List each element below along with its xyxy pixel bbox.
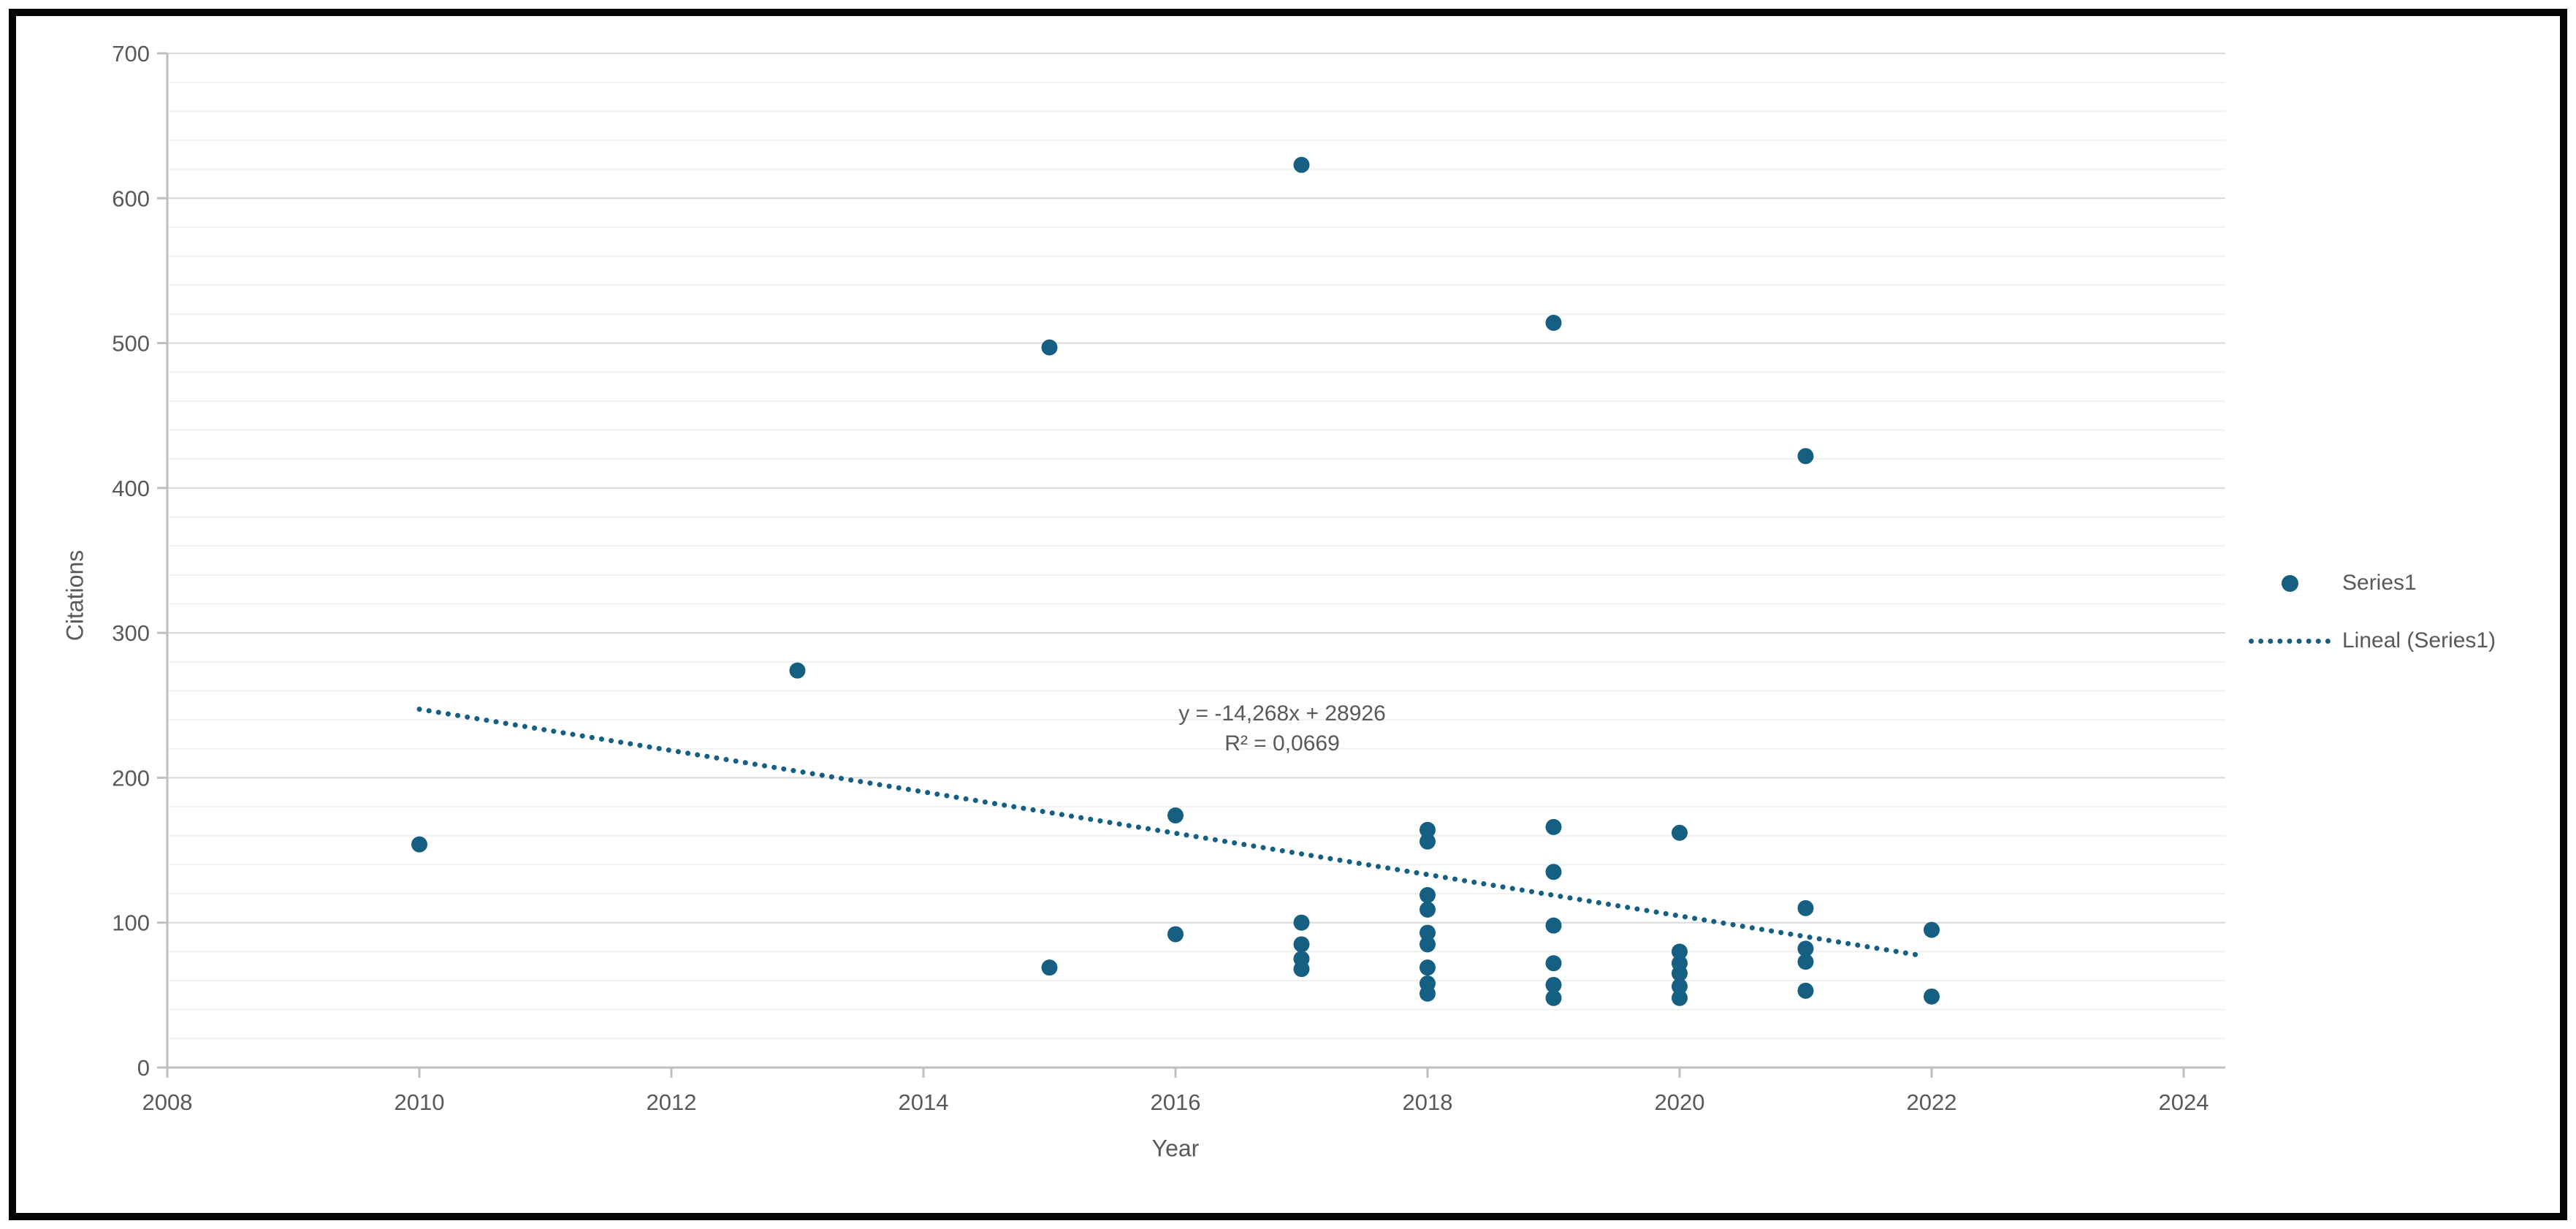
trendline-r-squared-text: R² = 0,0669 — [1224, 731, 1340, 756]
x-tick-label: 2024 — [2159, 1089, 2209, 1115]
trendline-dotted-marker-icon — [2249, 638, 2331, 644]
x-axis-title: Year — [1151, 1135, 1200, 1162]
data-point[interactable] — [1545, 976, 1562, 993]
y-axis-title: Citations — [61, 549, 88, 642]
y-tick-label: 0 — [137, 1055, 150, 1081]
trendline[interactable] — [416, 707, 1922, 958]
data-point[interactable] — [1797, 940, 1814, 957]
x-tick-label: 2012 — [647, 1089, 697, 1115]
data-point[interactable] — [1420, 901, 1436, 918]
y-tick-label: 200 — [112, 765, 150, 791]
y-tick-label: 400 — [112, 476, 150, 501]
data-point[interactable] — [1545, 989, 1562, 1006]
data-point[interactable] — [1924, 921, 1940, 938]
data-point[interactable] — [1545, 864, 1562, 880]
chart-border-frame — [9, 9, 2567, 1220]
data-point[interactable] — [1672, 965, 1688, 982]
data-point[interactable] — [1293, 914, 1310, 931]
x-tick-label: 2008 — [142, 1089, 193, 1115]
data-point[interactable] — [1167, 807, 1184, 823]
data-point[interactable] — [1420, 833, 1436, 850]
data-point[interactable] — [1672, 989, 1688, 1006]
y-tick-label: 300 — [112, 620, 150, 646]
data-point[interactable] — [1293, 936, 1310, 953]
x-tick-label: 2022 — [1907, 1089, 1957, 1115]
data-point[interactable] — [1797, 954, 1814, 970]
data-point[interactable] — [1545, 917, 1562, 934]
data-point[interactable] — [411, 836, 427, 853]
data-point[interactable] — [1420, 959, 1436, 976]
data-point[interactable] — [1293, 156, 1310, 173]
data-point[interactable] — [1041, 959, 1058, 976]
data-point[interactable] — [1672, 978, 1688, 994]
data-point[interactable] — [1167, 926, 1184, 943]
data-point[interactable] — [1041, 339, 1058, 356]
data-point[interactable] — [789, 662, 806, 679]
data-point[interactable] — [1420, 821, 1436, 838]
data-point[interactable] — [1672, 824, 1688, 841]
data-point[interactable] — [1420, 985, 1436, 1002]
x-tick-label: 2016 — [1151, 1089, 1201, 1115]
data-point[interactable] — [1672, 943, 1688, 960]
y-tick-label: 600 — [112, 186, 150, 211]
data-point[interactable] — [1797, 982, 1814, 999]
y-tick-label: 100 — [112, 910, 150, 936]
series1-dot-marker-icon — [2249, 574, 2331, 592]
data-point[interactable] — [1420, 924, 1436, 941]
legend-item-label: Series1 — [2342, 571, 2417, 595]
data-point[interactable] — [1420, 887, 1436, 904]
data-point[interactable] — [1545, 818, 1562, 835]
legend-item-label: Lineal (Series1) — [2342, 628, 2496, 652]
data-point[interactable] — [1293, 961, 1310, 978]
x-tick-label: 2010 — [395, 1089, 445, 1115]
legend-item-trendline[interactable]: Lineal (Series1) — [2249, 627, 2496, 655]
trendline-equation-label[interactable]: y = -14,268x + 28926 R² = 0,0669 — [1063, 699, 1501, 758]
x-tick-label: 2018 — [1403, 1089, 1453, 1115]
y-tick-label: 500 — [112, 331, 150, 357]
x-tick-label: 2014 — [899, 1089, 949, 1115]
legend-item-series1[interactable]: Series1 — [2249, 569, 2496, 597]
trendline-equation-text: y = -14,268x + 28926 — [1178, 701, 1386, 726]
x-tick-label: 2020 — [1655, 1089, 1705, 1115]
legend: Series1 Lineal (Series1) — [2249, 569, 2496, 655]
data-point[interactable] — [1797, 448, 1814, 465]
data-point[interactable] — [1545, 314, 1562, 331]
y-tick-label: 700 — [112, 41, 150, 66]
data-point[interactable] — [1797, 899, 1814, 916]
data-point[interactable] — [1545, 955, 1562, 972]
data-point[interactable] — [1924, 988, 1940, 1005]
data-point[interactable] — [1420, 936, 1436, 953]
